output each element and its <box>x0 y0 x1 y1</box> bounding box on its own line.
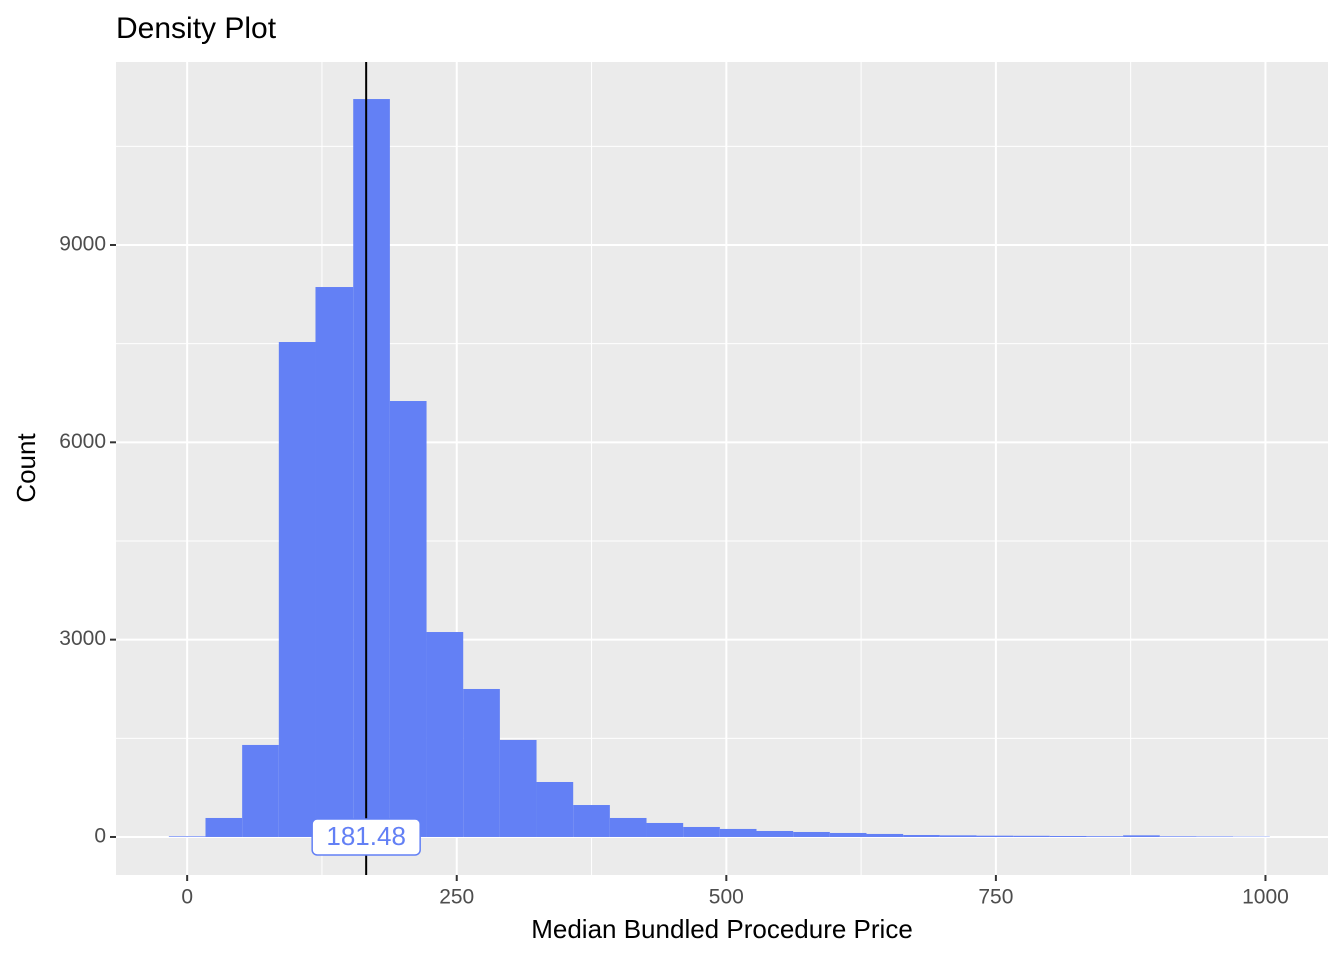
y-tick-label: 3000 <box>59 627 106 650</box>
bar <box>1013 835 1050 837</box>
x-tick-label: 0 <box>181 886 193 909</box>
bar <box>1196 836 1234 837</box>
bar <box>499 739 537 837</box>
x-tick-label: 250 <box>439 886 474 909</box>
bar <box>683 826 720 837</box>
bar <box>793 831 830 837</box>
bar <box>573 805 610 837</box>
bar <box>168 836 206 837</box>
x-tick-label: 500 <box>709 886 744 909</box>
y-tick-label: 9000 <box>59 233 106 256</box>
bar <box>609 817 647 837</box>
bar <box>1159 836 1197 837</box>
bar <box>205 817 243 837</box>
bar <box>976 835 1014 837</box>
bar <box>646 822 684 837</box>
x-tick-label: 750 <box>978 886 1013 909</box>
bar <box>463 688 500 837</box>
bar <box>939 835 977 837</box>
bar <box>1049 835 1087 837</box>
bar <box>719 828 757 837</box>
y-axis-label: Count <box>11 433 41 503</box>
y-tick-label: 0 <box>94 825 106 848</box>
bar <box>315 287 354 837</box>
bar <box>536 781 574 837</box>
bar <box>389 401 427 837</box>
bar <box>903 835 940 837</box>
bar <box>1086 836 1124 837</box>
bar <box>829 832 867 837</box>
bar <box>866 833 904 837</box>
x-axis-label: Median Bundled Procedure Price <box>531 914 913 944</box>
bar <box>242 744 279 837</box>
x-tick-label: 1000 <box>1242 886 1289 909</box>
y-tick-label: 6000 <box>59 430 106 453</box>
bar <box>756 830 794 837</box>
bar <box>353 99 390 837</box>
bar <box>1123 835 1160 837</box>
annotation-box <box>311 818 421 856</box>
annotation: 181.48 <box>326 821 406 851</box>
bar <box>278 342 316 837</box>
chart-title: Density Plot <box>116 12 277 45</box>
bar <box>426 632 464 837</box>
